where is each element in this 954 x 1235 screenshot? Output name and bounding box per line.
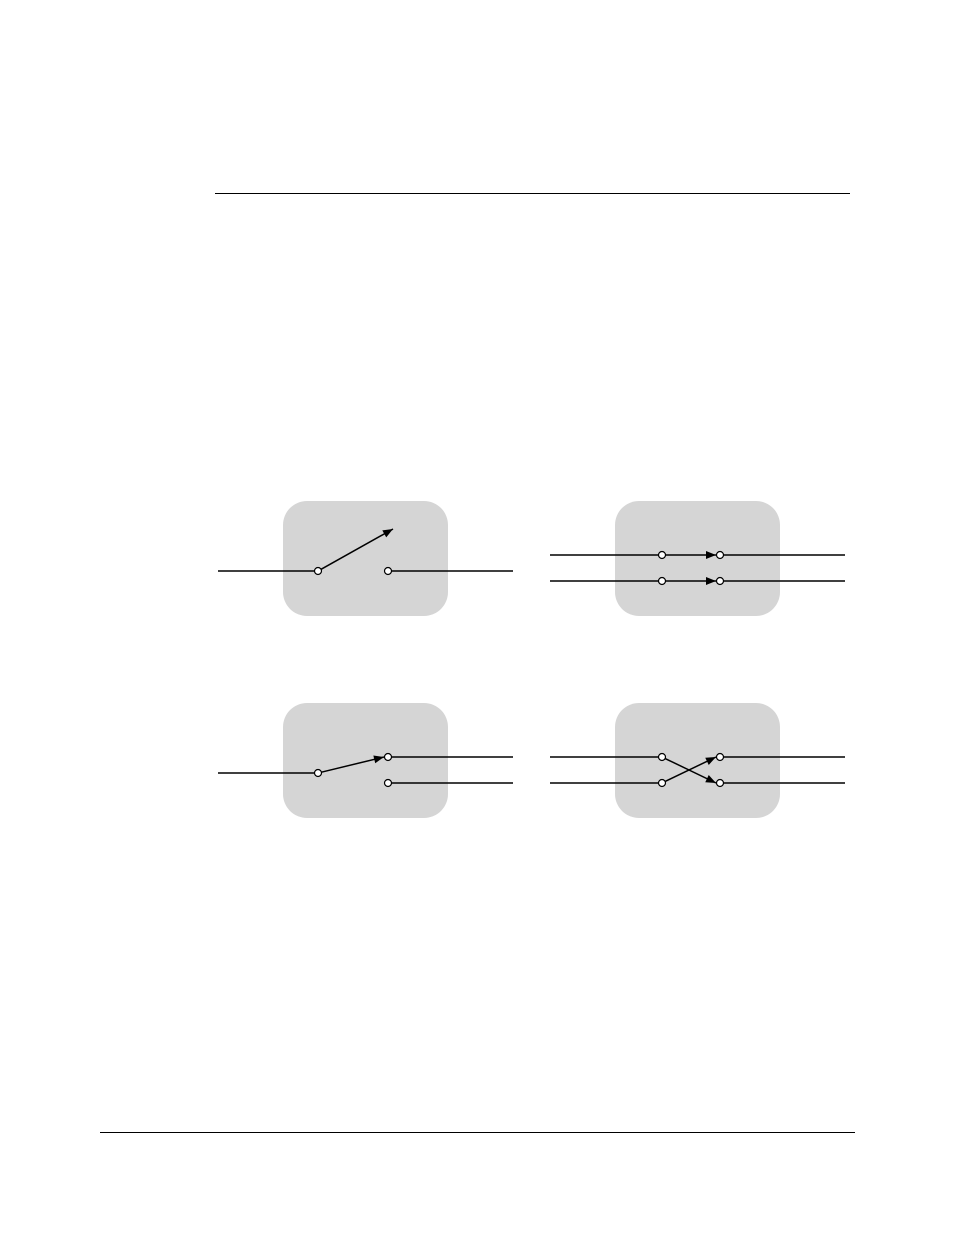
- bottom-horizontal-rule: [100, 1132, 855, 1133]
- switch-svg-dpdt-cross: [550, 703, 845, 818]
- switch-svg-dpst-closed: [550, 501, 845, 616]
- switch-svg-spdt: [218, 703, 513, 818]
- switch-svg-spst-open: [218, 501, 513, 616]
- top-horizontal-rule: [215, 193, 850, 194]
